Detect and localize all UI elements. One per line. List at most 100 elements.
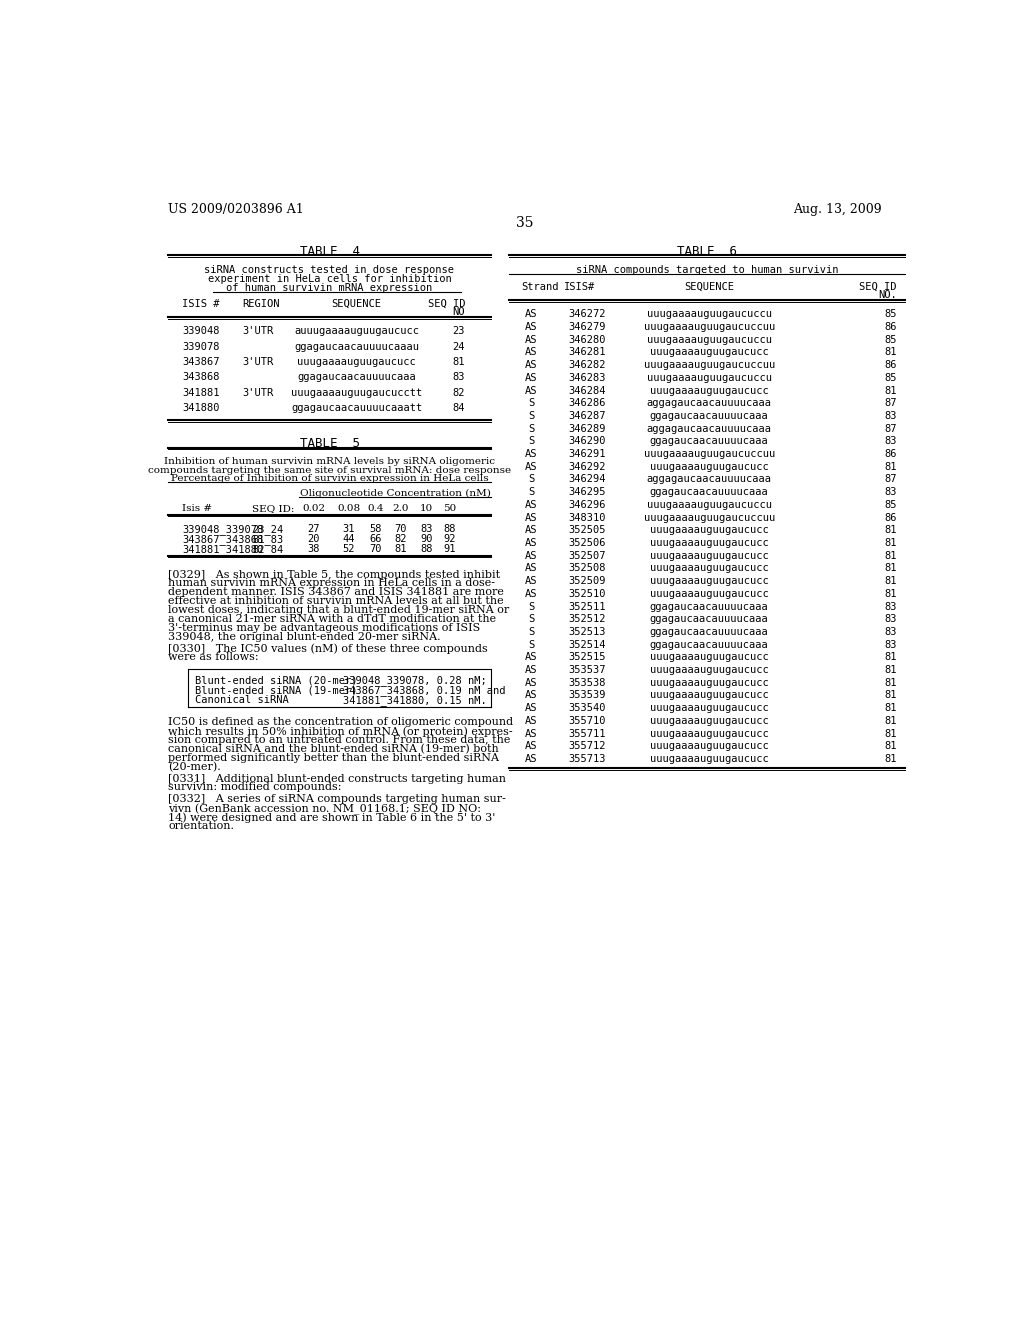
Text: dependent manner. ISIS 343867 and ISIS 341881 are more: dependent manner. ISIS 343867 and ISIS 3…	[168, 587, 504, 597]
Text: 352511: 352511	[568, 602, 605, 611]
Text: AS: AS	[524, 754, 538, 764]
Text: 346292: 346292	[568, 462, 605, 471]
Text: uuugaaaauguugaucucc: uuugaaaauguugaucucc	[650, 462, 769, 471]
Text: uuugaaaauguugaucuccu: uuugaaaauguugaucuccu	[647, 309, 772, 319]
Text: 82_84: 82_84	[252, 544, 284, 556]
Text: ggagaucaacauuuucaaa: ggagaucaacauuuucaaa	[297, 372, 416, 383]
Text: SEQ ID: SEQ ID	[859, 281, 897, 292]
Text: 339048: 339048	[182, 326, 220, 337]
Text: 3'UTR: 3'UTR	[243, 388, 274, 397]
Text: 52: 52	[343, 544, 355, 554]
Text: 343867: 343867	[182, 358, 220, 367]
Text: 346280: 346280	[568, 335, 605, 345]
Text: 86: 86	[885, 449, 897, 459]
Text: aggagaucaacauuuucaaa: aggagaucaacauuuucaaa	[647, 424, 772, 434]
Text: 341881: 341881	[182, 388, 220, 397]
Text: uuugaaaauguugaucuccuu: uuugaaaauguugaucuccuu	[644, 360, 775, 370]
Text: S: S	[528, 487, 535, 498]
Text: S: S	[528, 614, 535, 624]
Text: 81: 81	[885, 690, 897, 701]
Text: 352513: 352513	[568, 627, 605, 638]
Text: uuugaaaauguugaucucc: uuugaaaauguugaucucc	[650, 652, 769, 663]
Text: ggagaucaacauuuucaaa: ggagaucaacauuuucaaa	[650, 614, 769, 624]
Text: 81: 81	[885, 754, 897, 764]
Text: 83: 83	[453, 372, 465, 383]
Text: 353539: 353539	[568, 690, 605, 701]
Text: 346295: 346295	[568, 487, 605, 498]
Text: 353540: 353540	[568, 704, 605, 713]
Text: 346283: 346283	[568, 372, 605, 383]
Text: AS: AS	[524, 729, 538, 739]
Text: 0.08: 0.08	[337, 504, 360, 513]
Text: US 2009/0203896 A1: US 2009/0203896 A1	[168, 203, 304, 216]
Text: Canonical siRNA: Canonical siRNA	[195, 696, 289, 705]
Text: Isis #: Isis #	[182, 504, 212, 513]
Text: uuugaaaauguugaucucc: uuugaaaauguugaucucc	[650, 754, 769, 764]
Text: AS: AS	[524, 462, 538, 471]
Text: 81: 81	[885, 385, 897, 396]
Text: 70: 70	[370, 544, 382, 554]
Text: 85: 85	[885, 372, 897, 383]
Text: 339078: 339078	[182, 342, 220, 351]
Text: 353537: 353537	[568, 665, 605, 675]
Text: Blunt-ended siRNA (19-mer): Blunt-ended siRNA (19-mer)	[195, 685, 357, 696]
Text: TABLE  4: TABLE 4	[299, 244, 359, 257]
Text: [0332]   A series of siRNA compounds targeting human sur-: [0332] A series of siRNA compounds targe…	[168, 795, 506, 804]
Text: 352514: 352514	[568, 640, 605, 649]
Text: 81: 81	[885, 525, 897, 536]
Text: Oligonucleotide Concentration (nM): Oligonucleotide Concentration (nM)	[300, 488, 490, 498]
Text: 90: 90	[420, 535, 432, 544]
Text: [0329]   As shown in Table 5, the compounds tested inhibit: [0329] As shown in Table 5, the compound…	[168, 570, 501, 579]
Text: 44: 44	[343, 535, 355, 544]
Text: 339048_339078: 339048_339078	[182, 524, 263, 535]
Text: TABLE  5: TABLE 5	[299, 437, 359, 450]
Text: 86: 86	[885, 360, 897, 370]
Text: 66: 66	[370, 535, 382, 544]
Text: 88: 88	[420, 544, 432, 554]
Text: S: S	[528, 411, 535, 421]
Text: S: S	[528, 399, 535, 408]
Text: 355711: 355711	[568, 729, 605, 739]
Text: ggagaucaacauuuucaaa: ggagaucaacauuuucaaa	[650, 437, 769, 446]
Text: siRNA compounds targeted to human survivin: siRNA compounds targeted to human surviv…	[575, 264, 839, 275]
Text: ggagaucaacauuuucaaa: ggagaucaacauuuucaaa	[650, 411, 769, 421]
Text: which results in 50% inhibition of mRNA (or protein) expres-: which results in 50% inhibition of mRNA …	[168, 726, 513, 737]
Text: S: S	[528, 640, 535, 649]
Text: ggagaucaacauuuucaaa: ggagaucaacauuuucaaa	[650, 627, 769, 638]
Text: ggagaucaacauuuucaaa: ggagaucaacauuuucaaa	[650, 640, 769, 649]
Text: 81: 81	[885, 729, 897, 739]
Text: 86: 86	[885, 322, 897, 333]
Text: REGION: REGION	[243, 298, 281, 309]
Text: 86: 86	[885, 512, 897, 523]
Text: 81: 81	[885, 742, 897, 751]
Text: uuugaaaauguugaucucc: uuugaaaauguugaucucc	[650, 564, 769, 573]
Text: uuugaaaauguugaucucc: uuugaaaauguugaucucc	[650, 385, 769, 396]
Text: uuugaaaauguugaucucctt: uuugaaaauguugaucucctt	[291, 388, 422, 397]
Text: 81: 81	[885, 550, 897, 561]
Text: uuugaaaauguugaucucc: uuugaaaauguugaucucc	[650, 677, 769, 688]
Text: 84: 84	[453, 404, 465, 413]
Text: uuugaaaauguugaucucc: uuugaaaauguugaucucc	[650, 539, 769, 548]
Text: 87: 87	[885, 474, 897, 484]
Text: 81: 81	[885, 462, 897, 471]
Text: 3'-terminus may be advantageous modifications of ISIS: 3'-terminus may be advantageous modifica…	[168, 623, 480, 632]
Text: 81: 81	[394, 544, 408, 554]
Text: 346279: 346279	[568, 322, 605, 333]
Text: 85: 85	[885, 500, 897, 510]
Text: SEQ ID:: SEQ ID:	[252, 504, 294, 513]
Text: 346287: 346287	[568, 411, 605, 421]
Text: (20-mer).: (20-mer).	[168, 762, 221, 772]
Text: Aug. 13, 2009: Aug. 13, 2009	[793, 203, 882, 216]
Text: ISIS#: ISIS#	[563, 281, 595, 292]
Text: 81: 81	[885, 704, 897, 713]
Text: 348310: 348310	[568, 512, 605, 523]
Text: uuugaaaauguugaucucc: uuugaaaauguugaucucc	[650, 704, 769, 713]
Text: uuugaaaauguugaucucc: uuugaaaauguugaucucc	[650, 729, 769, 739]
Text: AS: AS	[524, 677, 538, 688]
Text: 85: 85	[885, 309, 897, 319]
Text: uuugaaaauguugaucucc: uuugaaaauguugaucucc	[297, 358, 416, 367]
Text: 81: 81	[885, 589, 897, 599]
Text: 83: 83	[885, 627, 897, 638]
Text: canonical siRNA and the blunt-ended siRNA (19-mer) both: canonical siRNA and the blunt-ended siRN…	[168, 744, 499, 754]
Text: a canonical 21-mer siRNA with a dTdT modification at the: a canonical 21-mer siRNA with a dTdT mod…	[168, 614, 497, 624]
